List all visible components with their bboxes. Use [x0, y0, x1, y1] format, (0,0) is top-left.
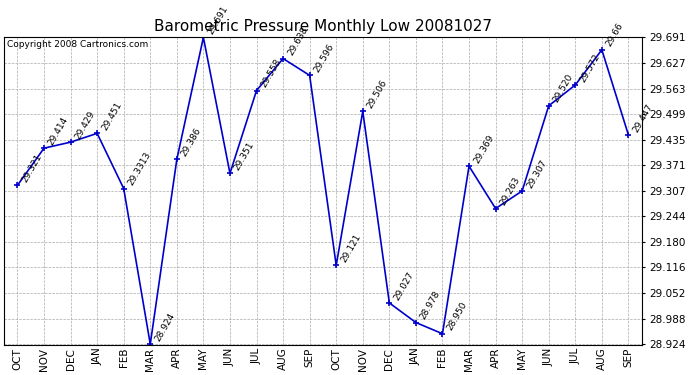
- Text: 29.386: 29.386: [179, 126, 203, 158]
- Text: Copyright 2008 Cartronics.com: Copyright 2008 Cartronics.com: [8, 40, 148, 49]
- Text: 29.451: 29.451: [100, 100, 124, 132]
- Text: 28.924: 28.924: [153, 311, 177, 343]
- Text: 29.351: 29.351: [233, 140, 256, 172]
- Text: 28.978: 28.978: [419, 290, 442, 321]
- Text: 29.520: 29.520: [551, 73, 575, 104]
- Text: 29.414: 29.414: [47, 115, 70, 147]
- Text: 29.691: 29.691: [206, 4, 230, 36]
- Text: 29.596: 29.596: [313, 42, 336, 74]
- Text: 29.263: 29.263: [498, 176, 522, 207]
- Text: 28.950: 28.950: [445, 301, 469, 332]
- Title: Barometric Pressure Monthly Low 20081027: Barometric Pressure Monthly Low 20081027: [154, 19, 492, 34]
- Text: 29.027: 29.027: [392, 270, 415, 302]
- Text: 29.429: 29.429: [73, 109, 97, 141]
- Text: 29.321: 29.321: [20, 152, 43, 184]
- Text: 29.558: 29.558: [259, 57, 283, 89]
- Text: 29.66: 29.66: [604, 22, 625, 48]
- Text: 29.506: 29.506: [366, 78, 389, 110]
- Text: 29.121: 29.121: [339, 232, 362, 264]
- Text: 29.572: 29.572: [578, 52, 602, 84]
- Text: 29.447: 29.447: [631, 102, 655, 134]
- Text: 29.369: 29.369: [472, 133, 495, 165]
- Text: 29.638: 29.638: [286, 26, 309, 57]
- Text: 29.307: 29.307: [525, 158, 549, 190]
- Text: 29.3313: 29.3313: [126, 150, 153, 187]
